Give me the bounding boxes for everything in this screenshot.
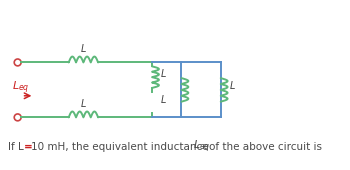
Text: L: L <box>161 69 166 79</box>
Text: L: L <box>230 81 235 91</box>
Text: =: = <box>23 142 32 152</box>
Text: $L_{eq}$: $L_{eq}$ <box>12 80 29 96</box>
Text: of the above circuit is: of the above circuit is <box>209 142 322 152</box>
Text: L: L <box>161 95 166 105</box>
Text: If L: If L <box>8 142 23 152</box>
Text: L: L <box>81 99 86 109</box>
Text: L: L <box>81 44 86 54</box>
Text: 10 mH, the equivalent inductance: 10 mH, the equivalent inductance <box>32 142 209 152</box>
Text: $L_{eq}$: $L_{eq}$ <box>193 139 211 155</box>
